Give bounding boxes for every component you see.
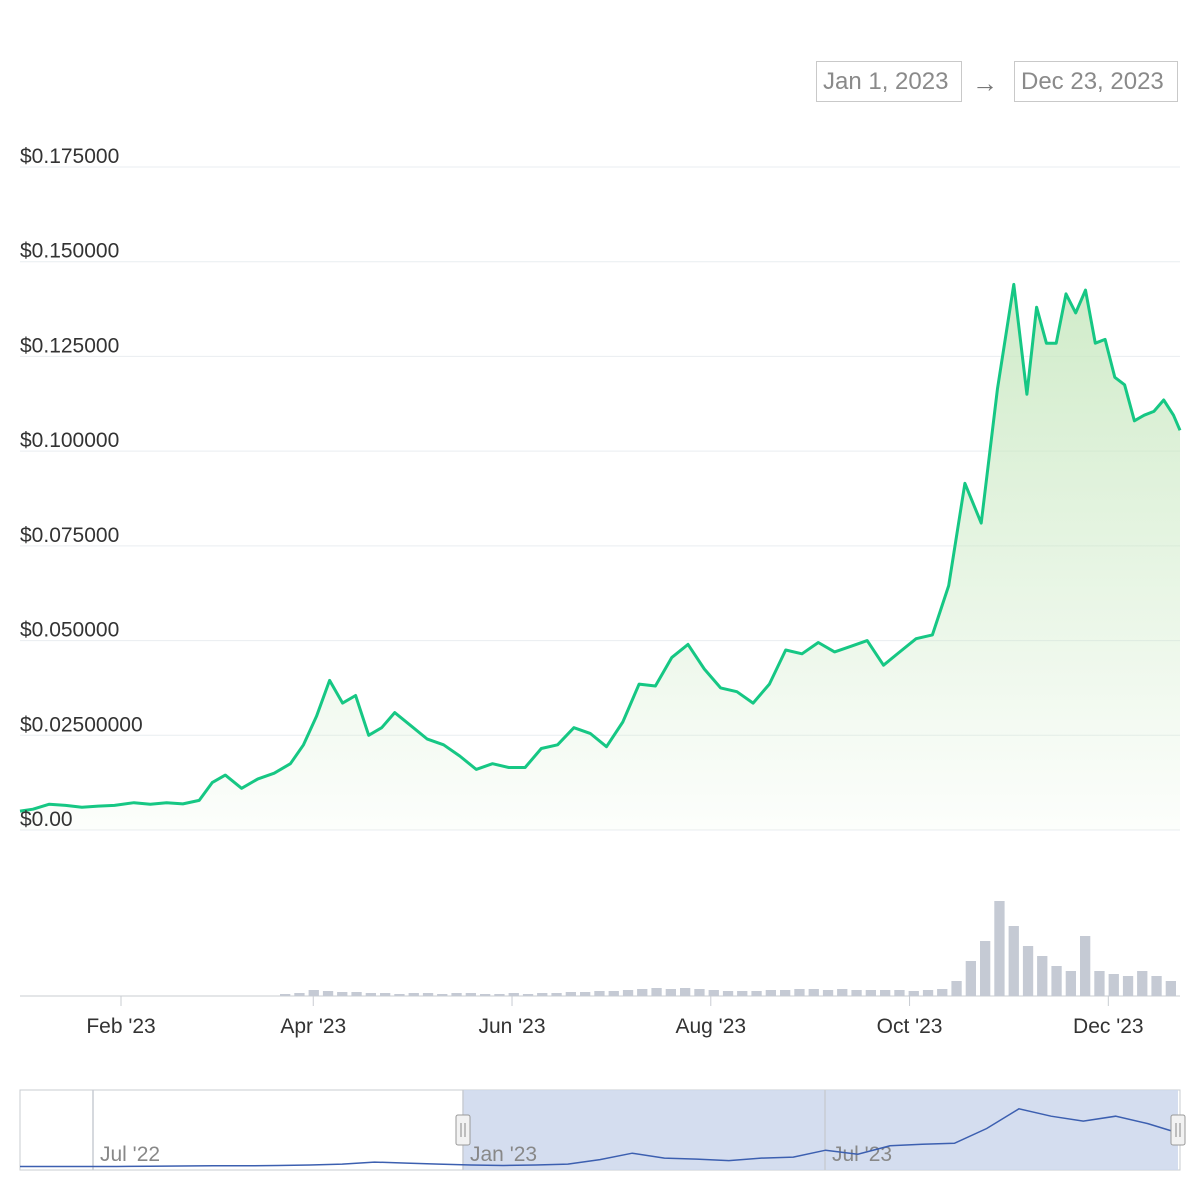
date-range-end-input[interactable]: Dec 23, 2023 [1014,61,1178,102]
volume-bar [494,994,505,996]
volume-bar [694,989,705,996]
volume-bar [351,992,362,996]
navigator-series-line [20,1108,1181,1168]
volume-bar [894,990,905,996]
y-tick-label: $0.02500000 [20,713,143,736]
x-tick-label: Apr '23 [280,1015,346,1038]
volume-bar [1165,981,1176,996]
volume-bar [780,990,791,996]
volume-bar [1151,976,1162,996]
volume-bar [808,989,819,996]
navigator-selection[interactable] [463,1090,1178,1170]
volume-bar [837,989,848,996]
volume-bar [637,989,648,996]
volume-bar [437,994,448,996]
volume-bar [322,991,334,996]
volume-bar [937,989,948,996]
volume-bar [1108,974,1119,996]
volume-bar [380,993,391,996]
volume-bar [622,990,634,996]
volume-bar [1051,966,1062,996]
y-tick-label: $0.100000 [20,429,119,452]
y-tick-label: $0.125000 [20,334,119,357]
volume-bar [722,991,734,996]
volume-bar [908,991,919,996]
volume-bar [365,993,376,996]
navigator-tick-label: Jan '23 [470,1143,537,1166]
y-tick-label: $0.00 [20,808,73,831]
volume-bar [1080,936,1091,996]
volume-bar [994,901,1005,996]
x-tick-label: Oct '23 [877,1015,943,1038]
volume-bar [822,990,834,996]
volume-bar [1094,971,1105,996]
volume-bar [465,993,476,996]
volume-bar [880,990,891,996]
volume-bar [1037,956,1048,996]
volume-bar [980,941,991,996]
volume-bar [794,989,805,996]
volume-bar [1122,976,1134,996]
volume-bar [551,993,562,996]
volume-bar [708,990,719,996]
x-tick-label: Dec '23 [1073,1015,1144,1038]
volume-bar [665,989,676,996]
x-tick-label: Feb '23 [86,1015,155,1038]
price-series-line [19,282,1182,813]
navigator-tick-label: Jul '22 [100,1143,160,1166]
volume-bar [580,992,591,996]
x-tick-label: Aug '23 [675,1015,746,1038]
volume-bar [565,992,576,996]
y-tick-label: $0.075000 [20,524,119,547]
navigator-tick-label: Jul '23 [832,1143,892,1166]
date-range-start-input[interactable]: Jan 1, 2023 [816,61,962,102]
volume-bar [951,981,962,996]
date-range-arrow-icon: → [972,68,998,98]
volume-bar [594,991,605,996]
volume-bar [1008,926,1019,996]
volume-bar [337,992,348,996]
volume-bar [965,961,976,996]
volume-bar [408,993,419,996]
navigator-handle-right[interactable] [1170,1114,1186,1146]
volume-bar [394,994,405,996]
volume-bar [422,993,434,996]
volume-bar [680,988,691,996]
volume-bar [537,993,548,996]
x-tick-label: Jun '23 [478,1015,545,1038]
volume-bar [1137,971,1148,996]
volume-bar [608,991,619,996]
navigator-handle-left[interactable] [455,1114,471,1146]
price-area [20,284,1180,830]
volume-bar [765,990,776,996]
y-tick-label: $0.050000 [20,619,119,642]
volume-bar [1065,971,1076,996]
volume-bar [508,993,519,996]
volume-bar [480,994,491,996]
volume-bar [922,990,934,996]
volume-bar [294,993,305,996]
volume-bar [751,991,762,996]
volume-bar [865,990,876,996]
volume-bar [1022,946,1034,996]
volume-bar [737,991,748,996]
volume-bar [522,994,534,996]
volume-bar [651,988,662,996]
y-tick-label: $0.175000 [20,145,119,168]
volume-bar [851,990,862,996]
volume-bar [280,994,291,996]
volume-bar [308,990,319,996]
volume-bar [451,993,462,996]
y-tick-label: $0.150000 [20,240,119,263]
